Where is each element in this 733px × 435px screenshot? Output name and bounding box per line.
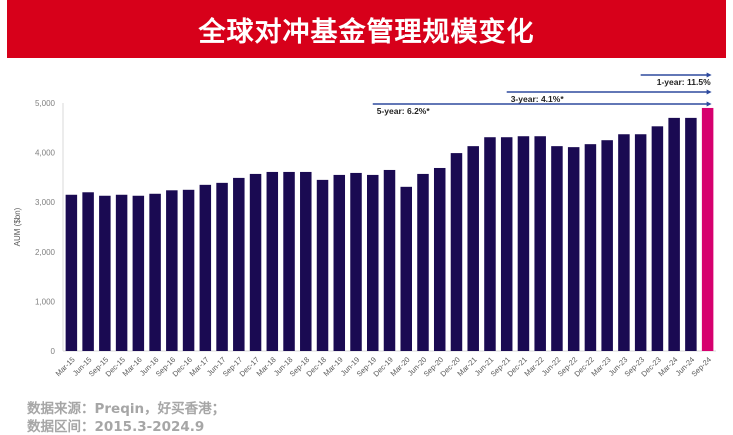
growth-annotation-label: 3-year: 4.1%* xyxy=(511,94,565,104)
bar-dec-21 xyxy=(517,136,530,351)
data-range-note: 数据区间：2015.3-2024.9 xyxy=(27,419,205,435)
growth-annotation-label: 5-year: 6.2%* xyxy=(377,106,431,116)
bar-mar-17 xyxy=(199,184,212,351)
y-tick-label: 5,000 xyxy=(35,99,56,108)
bar-jun-22 xyxy=(551,146,563,351)
bar-mar-18 xyxy=(266,171,279,351)
bar-sep-18 xyxy=(300,171,312,351)
bar-mar-15 xyxy=(65,194,78,351)
bar-mar-23 xyxy=(601,140,613,351)
y-tick-label: 3,000 xyxy=(35,198,56,207)
bar-sep-17 xyxy=(233,177,245,351)
y-tick-label: 4,000 xyxy=(35,149,56,158)
bar-jun-18 xyxy=(283,171,295,351)
bar-dec-18 xyxy=(316,179,329,351)
y-tick-label: 2,000 xyxy=(35,248,56,257)
arrowhead-icon xyxy=(706,72,712,78)
bar-jun-20 xyxy=(417,173,429,351)
bar-sep-24 xyxy=(701,107,714,352)
bar-sep-23 xyxy=(634,134,647,351)
bar-sep-15 xyxy=(99,195,111,351)
bar-sep-21 xyxy=(500,137,513,351)
bar-dec-17 xyxy=(249,173,262,351)
bar-mar-24 xyxy=(668,117,680,351)
bar-sep-20 xyxy=(433,167,446,351)
bar-jun-24 xyxy=(685,117,697,351)
bar-jun-21 xyxy=(484,137,496,351)
bar-mar-16 xyxy=(132,195,145,351)
bar-mar-22 xyxy=(534,136,546,351)
bar-mar-21 xyxy=(467,146,479,351)
bar-jun-16 xyxy=(149,193,161,351)
bar-dec-15 xyxy=(115,194,128,351)
bar-dec-23 xyxy=(651,126,664,351)
y-tick-label: 0 xyxy=(51,347,56,356)
page-title: 全球对冲基金管理规模变化 xyxy=(198,16,535,48)
growth-annotation-label: 1-year: 11.5% xyxy=(657,77,711,87)
bar-dec-19 xyxy=(383,169,396,351)
data-source-note: 数据来源：Preqin，好买香港； xyxy=(27,401,226,417)
bar-jun-19 xyxy=(350,172,362,351)
bar-sep-19 xyxy=(367,174,379,351)
bar-jun-15 xyxy=(82,192,94,351)
bar-jun-17 xyxy=(216,182,228,351)
bar-dec-16 xyxy=(182,189,195,351)
bar-sep-22 xyxy=(567,147,580,351)
arrowhead-icon xyxy=(706,101,712,107)
title-banner: 全球对冲基金管理规模变化 xyxy=(7,0,726,58)
bar-mar-19 xyxy=(333,174,346,351)
bar-dec-22 xyxy=(584,144,597,351)
bar-dec-20 xyxy=(450,153,463,351)
y-axis-label: AUM ($bn) xyxy=(13,207,22,246)
y-tick-label: 1,000 xyxy=(35,297,56,306)
bar-mar-20 xyxy=(400,186,412,351)
bar-jun-23 xyxy=(618,134,630,351)
bar-sep-16 xyxy=(166,190,178,351)
arrowhead-icon xyxy=(706,89,712,95)
